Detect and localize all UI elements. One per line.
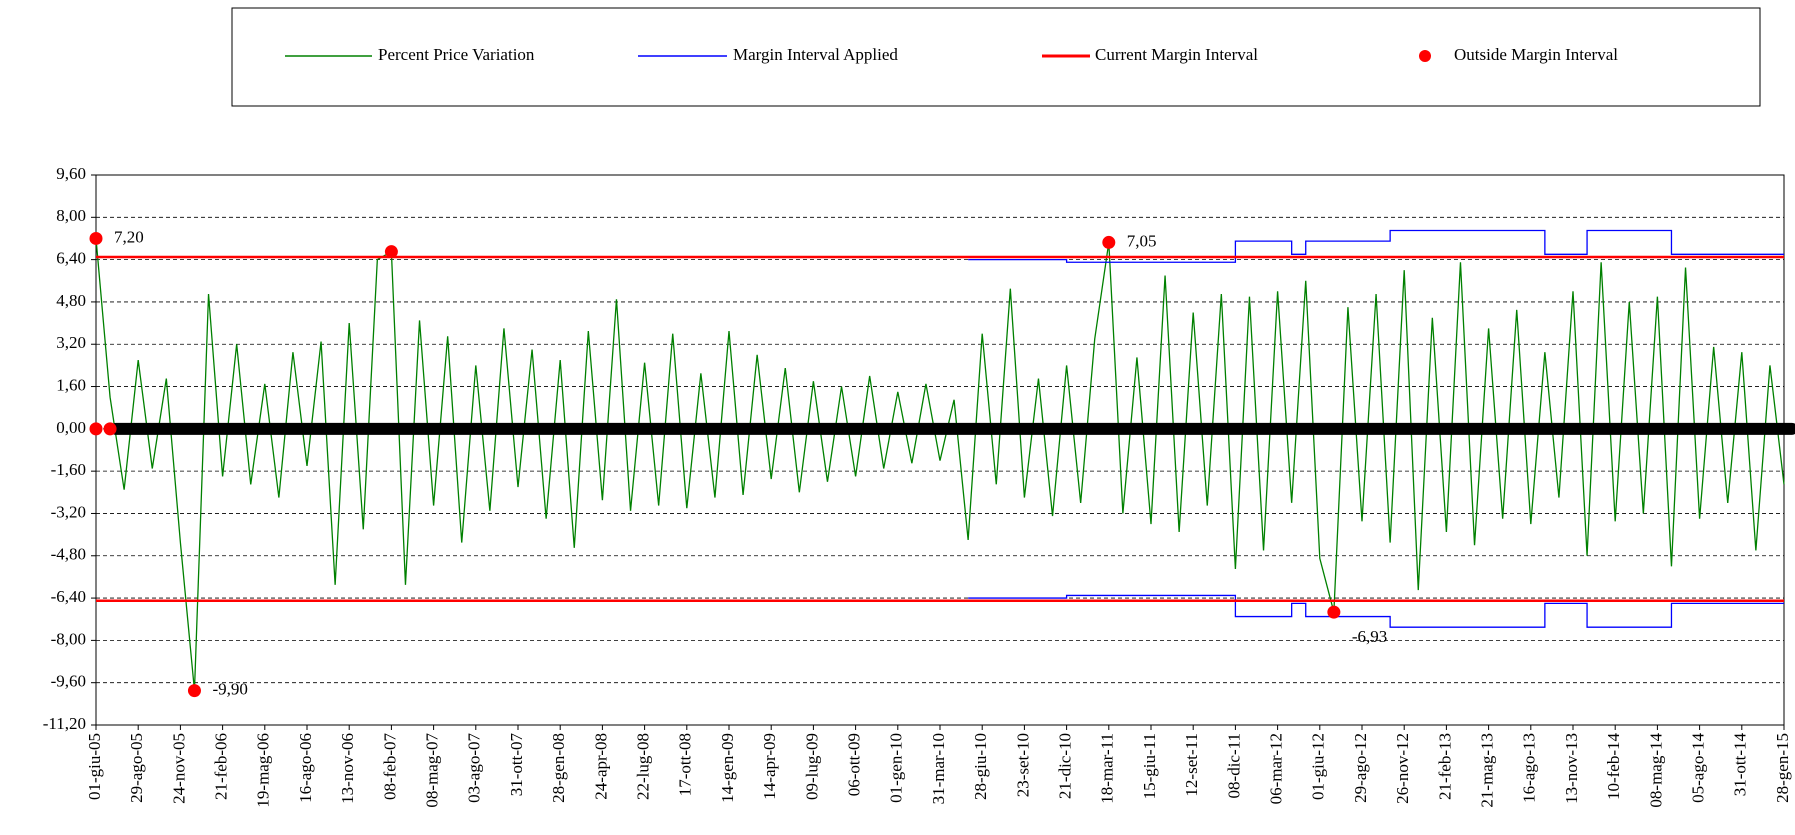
x-tick-label: 17-ott-08	[676, 733, 695, 796]
x-tick-label: 19-mag-06	[254, 733, 273, 808]
x-tick-label: 08-mag-07	[423, 733, 442, 808]
x-tick-label: 21-feb-06	[212, 733, 231, 800]
y-tick-label: -9,60	[51, 672, 86, 691]
outside-point	[103, 422, 117, 436]
x-tick-label: 24-apr-08	[591, 733, 610, 800]
y-tick-label: 8,00	[56, 206, 86, 225]
data-label: 7,20	[114, 227, 144, 246]
legend-label: Percent Price Variation	[378, 45, 535, 64]
x-tick-label: 03-ago-07	[465, 733, 484, 803]
x-tick-label: 28-giu-10	[971, 733, 990, 800]
x-tick-label: 13-nov-13	[1562, 733, 1581, 804]
x-tick-label: 01-gen-10	[887, 733, 906, 803]
data-label: 7,05	[1127, 231, 1157, 250]
data-label: -9,90	[212, 680, 247, 699]
x-tick-label: 16-ago-13	[1520, 733, 1539, 803]
data-label: -6,93	[1352, 627, 1387, 646]
y-tick-label: -6,40	[51, 587, 86, 606]
outside-point	[89, 422, 103, 436]
x-tick-label: 01-giu-05	[85, 733, 104, 800]
x-tick-label: 01-giu-12	[1309, 733, 1328, 800]
y-tick-label: -1,60	[51, 460, 86, 479]
legend-label: Margin Interval Applied	[733, 45, 898, 64]
y-tick-label: 1,60	[56, 375, 86, 394]
x-tick-label: 09-lug-09	[802, 733, 821, 800]
outside-point	[1102, 235, 1116, 249]
margin-applied-line	[968, 594, 1784, 628]
x-tick-label: 31-mar-10	[929, 733, 948, 804]
y-tick-label: 9,60	[56, 164, 86, 183]
y-tick-label: 3,20	[56, 333, 86, 352]
legend-box	[231, 7, 1761, 107]
legend-marker	[1419, 50, 1431, 62]
legend-label: Current Margin Interval	[1095, 45, 1258, 64]
x-tick-label: 26-nov-12	[1393, 733, 1412, 804]
y-tick-label: 0,00	[56, 418, 86, 437]
x-tick-label: 10-feb-14	[1604, 733, 1623, 801]
x-tick-label: 14-apr-09	[760, 733, 779, 800]
y-tick-label: -8,00	[51, 629, 86, 648]
y-tick-label: -3,20	[51, 502, 86, 521]
x-tick-label: 06-mar-12	[1267, 733, 1286, 804]
outside-point	[1327, 605, 1341, 619]
x-tick-label: 15-giu-11	[1140, 733, 1159, 799]
x-tick-label: 05-ago-14	[1689, 733, 1708, 803]
x-tick-label: 31-ott-14	[1731, 733, 1750, 797]
x-tick-label: 29-ago-12	[1351, 733, 1370, 803]
outside-point	[187, 684, 201, 698]
x-tick-label: 28-gen-08	[549, 733, 568, 803]
x-tick-label: 08-mag-14	[1646, 733, 1665, 808]
legend-label: Outside Margin Interval	[1454, 45, 1618, 64]
outside-point	[89, 231, 103, 245]
x-tick-label: 29-ago-05	[127, 733, 146, 803]
y-tick-label: -4,80	[51, 545, 86, 564]
x-tick-label: 08-dic-11	[1224, 733, 1243, 798]
x-tick-label: 14-gen-09	[718, 733, 737, 803]
x-tick-label: 18-mar-11	[1098, 733, 1117, 804]
x-tick-label: 31-ott-07	[507, 733, 526, 797]
margin-applied-line	[968, 229, 1784, 263]
x-tick-label: 06-ott-09	[845, 733, 864, 796]
x-tick-label: 21-dic-10	[1056, 733, 1075, 799]
x-tick-label: 21-feb-13	[1435, 733, 1454, 800]
y-tick-label: 4,80	[56, 291, 86, 310]
x-tick-label: 28-gen-15	[1773, 733, 1792, 803]
outside-point	[384, 245, 398, 259]
x-tick-label: 23-set-10	[1013, 733, 1032, 797]
y-tick-label: 6,40	[56, 249, 86, 268]
price-variation-line	[95, 238, 1785, 691]
x-tick-label: 12-set-11	[1182, 733, 1201, 797]
x-tick-label: 22-lug-08	[634, 733, 653, 800]
x-tick-label: 16-ago-06	[296, 733, 315, 803]
x-tick-label: 08-feb-07	[380, 733, 399, 801]
x-tick-label: 13-nov-06	[338, 733, 357, 804]
x-tick-label: 24-nov-05	[169, 733, 188, 804]
y-tick-label: -11,20	[43, 714, 86, 733]
x-tick-label: 21-mag-13	[1478, 733, 1497, 808]
